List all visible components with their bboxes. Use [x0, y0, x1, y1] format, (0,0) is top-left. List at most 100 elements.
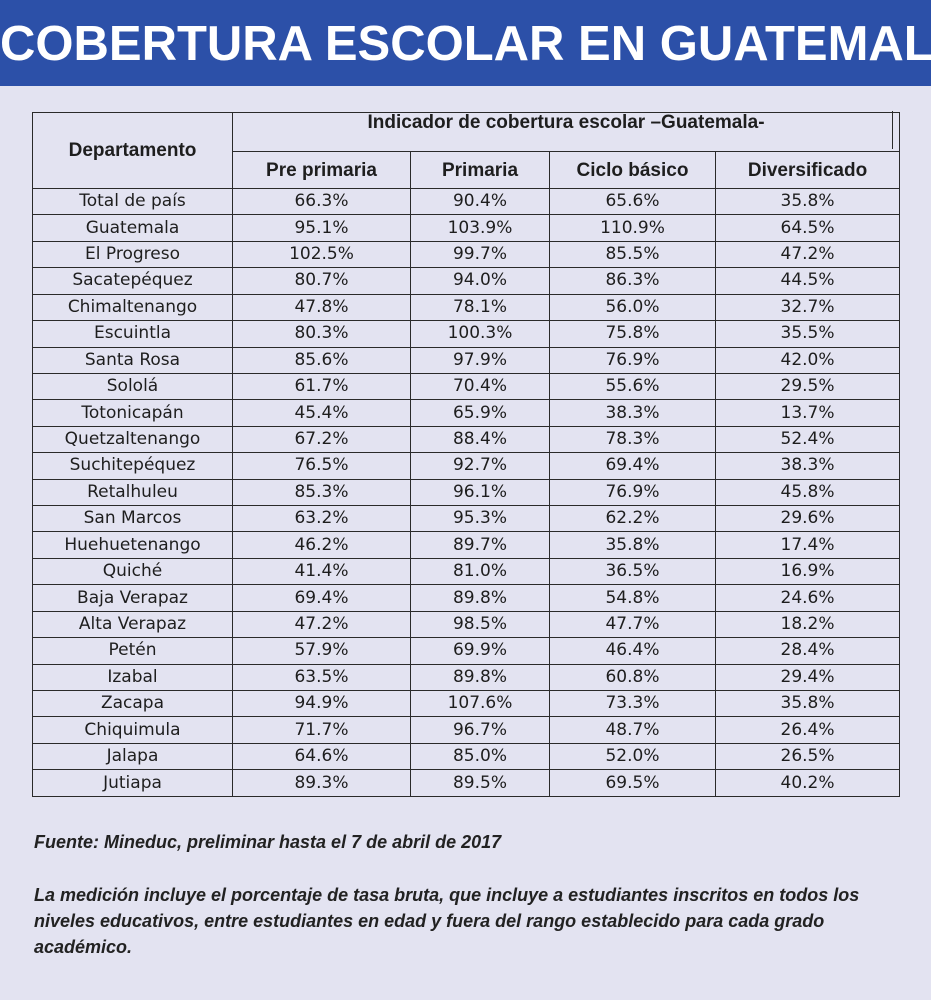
value-cell: 78.3%: [549, 425, 716, 454]
source-note: Fuente: Mineduc, preliminar hasta el 7 d…: [34, 832, 502, 852]
value-cell: 80.3%: [232, 320, 411, 348]
table-row: Izabal 63.5% 89.8% 60.8% 29.4%: [32, 663, 901, 692]
value-cell: 46.4%: [549, 637, 716, 665]
value-cell: 40.2%: [714, 769, 901, 797]
table-row: Jalapa 64.6% 85.0% 52.0% 26.5%: [32, 742, 901, 771]
value-cell: 55.6%: [549, 372, 716, 401]
value-cell: 29.4%: [714, 663, 901, 692]
value-cell: 42.0%: [714, 346, 901, 374]
value-cell: 95.3%: [410, 505, 550, 533]
table-row: Jutiapa 89.3% 89.5% 69.5% 40.2%: [32, 769, 901, 797]
table-row: Chiquimula 71.7% 96.7% 48.7% 26.4%: [32, 716, 901, 744]
table-row: San Marcos 63.2% 95.3% 62.2% 29.6%: [32, 505, 901, 533]
value-cell: 70.4%: [410, 372, 550, 401]
department-cell: Sololá: [32, 372, 233, 401]
table-row: Alta Verapaz 47.2% 98.5% 47.7% 18.2%: [32, 610, 901, 639]
department-cell: Santa Rosa: [32, 346, 233, 374]
value-cell: 29.5%: [714, 372, 901, 401]
column-header-ciclo-basico: Ciclo básico: [549, 151, 716, 189]
value-cell: 103.9%: [410, 214, 550, 242]
table-row: El Progreso 102.5% 99.7% 85.5% 47.2%: [32, 240, 901, 269]
department-cell: Jutiapa: [32, 769, 233, 797]
value-cell: 64.5%: [714, 214, 901, 242]
value-cell: 65.9%: [410, 399, 550, 427]
value-cell: 85.5%: [549, 240, 716, 269]
department-cell: San Marcos: [32, 505, 233, 533]
table-row: Chimaltenango 47.8% 78.1% 56.0% 32.7%: [32, 293, 901, 322]
value-cell: 85.6%: [232, 346, 411, 374]
value-cell: 48.7%: [549, 716, 716, 744]
value-cell: 71.7%: [232, 716, 411, 744]
value-cell: 26.4%: [714, 716, 901, 744]
department-cell: Guatemala: [32, 214, 233, 242]
table-row: Retalhuleu 85.3% 96.1% 76.9% 45.8%: [32, 478, 901, 507]
value-cell: 45.8%: [714, 478, 901, 507]
value-cell: 36.5%: [549, 557, 716, 586]
department-cell: Sacatepéquez: [32, 267, 233, 295]
department-cell: Escuintla: [32, 320, 233, 348]
value-cell: 73.3%: [549, 690, 716, 718]
group-header: Indicador de cobertura escolar –Guatemal…: [231, 111, 901, 152]
value-cell: 89.3%: [232, 769, 411, 797]
value-cell: 44.5%: [714, 267, 901, 295]
value-cell: 75.8%: [549, 320, 716, 348]
value-cell: 29.6%: [714, 505, 901, 533]
value-cell: 96.7%: [410, 716, 550, 744]
value-cell: 26.5%: [714, 742, 901, 771]
value-cell: 16.9%: [714, 557, 901, 586]
value-cell: 94.0%: [410, 267, 550, 295]
value-cell: 98.5%: [410, 610, 550, 639]
value-cell: 66.3%: [232, 187, 411, 216]
table-row: Totonicapán 45.4% 65.9% 38.3% 13.7%: [32, 399, 901, 427]
table-row: Quiché 41.4% 81.0% 36.5% 16.9%: [32, 557, 901, 586]
table-row: Quetzaltenango 67.2% 88.4% 78.3% 52.4%: [32, 425, 901, 454]
value-cell: 88.4%: [410, 425, 550, 454]
value-cell: 86.3%: [549, 267, 716, 295]
department-cell: Jalapa: [32, 742, 233, 771]
value-cell: 54.8%: [549, 584, 716, 612]
value-cell: 38.3%: [549, 399, 716, 427]
department-cell: Quiché: [32, 557, 233, 586]
department-cell: Chiquimula: [32, 716, 233, 744]
column-header-pre-primaria: Pre primaria: [232, 151, 411, 189]
value-cell: 69.9%: [410, 637, 550, 665]
value-cell: 63.2%: [232, 505, 411, 533]
table-body: Total de país 66.3% 90.4% 65.6% 35.8% Guatema…: [32, 187, 901, 797]
value-cell: 85.3%: [232, 478, 411, 507]
value-cell: 52.4%: [714, 425, 901, 454]
column-header-diversificado: Diversificado: [714, 151, 901, 189]
value-cell: 85.0%: [410, 742, 550, 771]
value-cell: 80.7%: [232, 267, 411, 295]
value-cell: 18.2%: [714, 610, 901, 639]
value-cell: 60.8%: [549, 663, 716, 692]
department-cell: El Progreso: [32, 240, 233, 269]
value-cell: 92.7%: [410, 452, 550, 480]
table-row: Sacatepéquez 80.7% 94.0% 86.3% 44.5%: [32, 267, 901, 295]
table-row: Sololá 61.7% 70.4% 55.6% 29.5%: [32, 372, 901, 401]
department-cell: Izabal: [32, 663, 233, 692]
value-cell: 67.2%: [232, 425, 411, 454]
value-cell: 99.7%: [410, 240, 550, 269]
department-cell: Total de país: [32, 187, 233, 216]
table-row: Total de país 66.3% 90.4% 65.6% 35.8%: [32, 187, 901, 216]
value-cell: 38.3%: [714, 452, 901, 480]
department-cell: Suchitepéquez: [32, 452, 233, 480]
value-cell: 52.0%: [549, 742, 716, 771]
value-cell: 100.3%: [410, 320, 550, 348]
value-cell: 69.5%: [549, 769, 716, 797]
table-row: Santa Rosa 85.6% 97.9% 76.9% 42.0%: [32, 346, 901, 374]
department-cell: Retalhuleu: [32, 478, 233, 507]
table-row: Guatemala 95.1% 103.9% 110.9% 64.5%: [32, 214, 901, 242]
value-cell: 47.2%: [714, 240, 901, 269]
department-cell: Totonicapán: [32, 399, 233, 427]
department-cell: Chimaltenango: [32, 293, 233, 322]
table-row: Suchitepéquez 76.5% 92.7% 69.4% 38.3%: [32, 452, 901, 480]
table-row: Zacapa 94.9% 107.6% 73.3% 35.8%: [32, 690, 901, 718]
value-cell: 69.4%: [232, 584, 411, 612]
table-row: Escuintla 80.3% 100.3% 75.8% 35.5%: [32, 320, 901, 348]
value-cell: 102.5%: [232, 240, 411, 269]
row-header-departamento: Departamento: [32, 112, 233, 189]
value-cell: 47.7%: [549, 610, 716, 639]
value-cell: 81.0%: [410, 557, 550, 586]
value-cell: 64.6%: [232, 742, 411, 771]
